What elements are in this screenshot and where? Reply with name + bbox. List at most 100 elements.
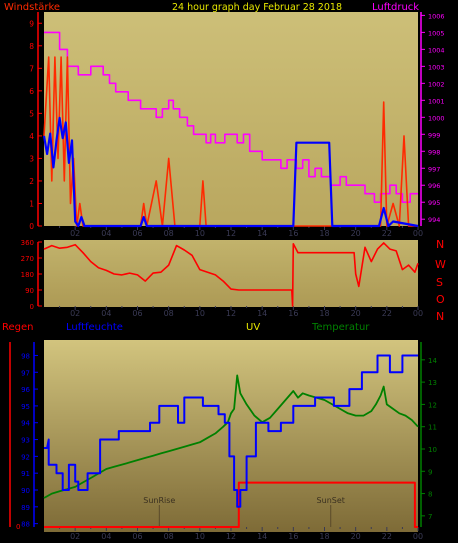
temperature-y-tick-label: 9 (428, 468, 432, 476)
mid-x-tick-label: 08 (164, 309, 174, 318)
pressure-y-tick-label: 1001 (428, 97, 445, 105)
bottom-plot-area (44, 340, 418, 532)
wind-y-tick-label: 5 (29, 109, 34, 118)
mid-x-tick-label: 04 (101, 309, 111, 318)
direction-y-tick-label: 90 (25, 287, 34, 295)
temperature-y-tick-label: 12 (428, 401, 437, 409)
humidity-y-tick-label: 88 (21, 521, 30, 529)
direction-y-tick-label: 270 (21, 255, 34, 263)
direction-y-tick-label: 180 (21, 271, 34, 279)
mid-x-tick-label: 14 (257, 309, 267, 318)
bottom-x-tick-label: 22 (382, 532, 392, 541)
pressure-y-tick-label: 1000 (428, 114, 445, 122)
wind-axis-title: Windstärke (4, 2, 60, 13)
dir-label-w: W (435, 258, 446, 271)
temperature-y-tick-label: 8 (428, 491, 432, 499)
wind-y-tick-label: 6 (29, 87, 34, 96)
pressure-y-tick-label: 1003 (428, 63, 445, 71)
pressure-y-tick-label: 996 (428, 182, 440, 190)
pressure-y-tick-label: 1006 (428, 12, 445, 20)
pressure-y-tick-label: 999 (428, 131, 440, 139)
chart-marks: 0123456789994995996997998999100010011002… (9, 12, 445, 541)
mid-x-tick-label: 18 (319, 309, 329, 318)
bottom-x-tick-label: 08 (164, 532, 174, 541)
pressure-series-line (44, 31, 418, 203)
top-x-tick-label: 16 (288, 229, 298, 238)
bottom-x-tick-label: 04 (101, 532, 111, 541)
bottom-x-tick-label: 00 (413, 532, 423, 541)
pressure-y-tick-label: 997 (428, 165, 440, 173)
pressure-axis-title: Luftdruck (372, 2, 419, 13)
temperature-y-tick-label: 14 (428, 357, 437, 365)
top-x-tick-label: 14 (257, 229, 267, 238)
wind-y-tick-label: 2 (29, 177, 34, 186)
humidity-y-tick-label: 91 (21, 470, 30, 478)
direction-y-tick-label: 360 (21, 239, 34, 247)
pressure-y-tick-label: 1005 (428, 29, 445, 37)
chart-title: 24 hour graph day Februar 28 2018 (172, 2, 342, 13)
humidity-y-tick-label: 96 (21, 386, 30, 394)
mid-x-tick-label: 20 (351, 309, 361, 318)
bottom-x-tick-label: 20 (351, 532, 361, 541)
sun-marker-label: SunSet (317, 496, 345, 505)
temperature-y-tick-label: 10 (428, 446, 437, 454)
dir-label-s: S (436, 276, 443, 289)
top-x-tick-label: 08 (164, 229, 174, 238)
bottom-x-tick-label: 02 (70, 532, 80, 541)
temperature-y-tick-label: 13 (428, 379, 437, 387)
humidity-y-tick-label: 94 (21, 420, 30, 428)
rain-y-tick-label: 0 (16, 523, 20, 531)
top-x-tick-label: 02 (70, 229, 80, 238)
humidity-y-tick-label: 98 (21, 352, 30, 360)
dir-label-n-bottom: N (436, 310, 444, 323)
direction-series-line (43, 242, 419, 307)
top-x-tick-label: 06 (132, 229, 142, 238)
top-x-tick-label: 22 (382, 229, 392, 238)
pressure-y-tick-label: 995 (428, 199, 440, 207)
humidity-y-tick-label: 89 (21, 504, 30, 512)
mid-x-tick-label: 16 (288, 309, 298, 318)
wind-y-tick-label: 7 (29, 64, 34, 73)
top-x-tick-label: 04 (101, 229, 111, 238)
top-x-tick-label: 12 (226, 229, 236, 238)
temperature-y-tick-label: 7 (428, 513, 432, 521)
temperature-axis-title: Temperatur (311, 322, 370, 333)
top-x-tick-label: 18 (319, 229, 329, 238)
dir-label-o: O (436, 293, 445, 306)
top-x-tick-label: 20 (351, 229, 361, 238)
mid-x-tick-label: 00 (413, 309, 423, 318)
mid-x-tick-label: 22 (382, 309, 392, 318)
humidity-y-tick-label: 92 (21, 453, 30, 461)
uv-axis-title: UV (246, 322, 260, 333)
bottom-x-tick-label: 12 (226, 532, 236, 541)
humidity-y-tick-label: 90 (21, 487, 30, 495)
bottom-x-tick-label: 06 (132, 532, 142, 541)
humidity-y-tick-label: 97 (21, 369, 30, 377)
mid-plot-area (44, 240, 418, 307)
sun-marker-label: SunRise (143, 496, 175, 505)
top-x-tick-label: 10 (195, 229, 205, 238)
bottom-x-tick-label: 16 (288, 532, 298, 541)
rain-axis-title: Regen (2, 322, 34, 333)
pressure-y-tick-label: 1004 (428, 46, 445, 54)
wind-y-tick-label: 3 (29, 154, 34, 163)
pressure-y-tick-label: 998 (428, 148, 440, 156)
humidity-y-tick-label: 93 (21, 437, 30, 445)
mid-x-tick-label: 10 (195, 309, 205, 318)
pressure-y-tick-label: 1002 (428, 80, 445, 88)
humidity-series-line (44, 354, 418, 508)
wind-y-tick-label: 8 (29, 42, 34, 51)
humidity-axis-title: Luftfeuchte (66, 322, 123, 333)
gust-series-line (42, 116, 419, 228)
wind-y-tick-label: 0 (29, 222, 34, 231)
bottom-x-tick-label: 10 (195, 532, 205, 541)
direction-y-tick-label: 0 (30, 303, 34, 311)
temperature-series-line (43, 374, 419, 499)
mid-x-tick-label: 12 (226, 309, 236, 318)
rain-series-line (44, 481, 418, 528)
humidity-y-tick-label: 95 (21, 403, 30, 411)
top-x-tick-label: 00 (413, 229, 423, 238)
dir-label-n-top: N (436, 238, 444, 251)
